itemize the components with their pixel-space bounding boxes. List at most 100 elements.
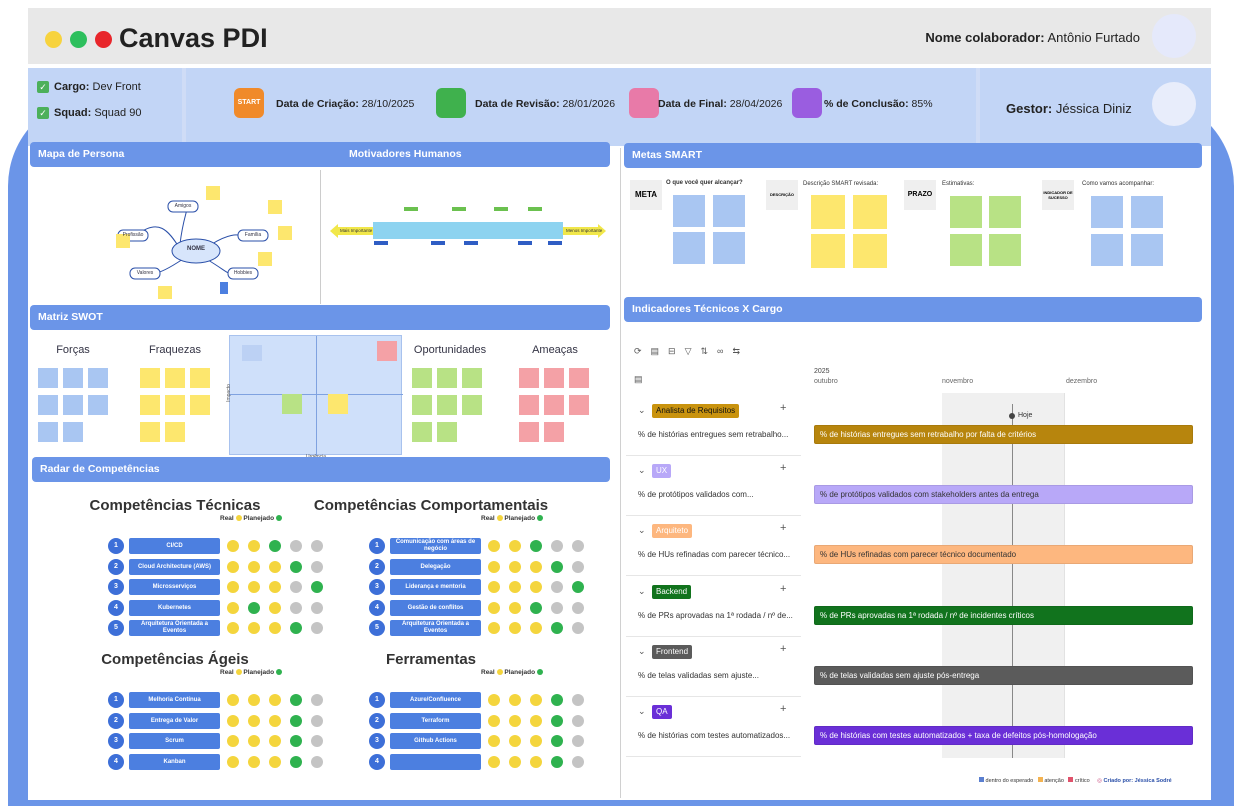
level-dot[interactable]: [530, 581, 542, 593]
level-dot[interactable]: [509, 714, 521, 727]
level-dot[interactable]: [290, 622, 302, 634]
level-dot[interactable]: [572, 755, 584, 768]
level-dot[interactable]: [248, 622, 260, 634]
level-dot[interactable]: [488, 694, 500, 706]
level-dot[interactable]: [551, 581, 563, 593]
level-dot[interactable]: [290, 714, 302, 727]
section-header-radar[interactable]: Radar de Competências: [32, 457, 610, 482]
competency-label[interactable]: Github Actions: [390, 733, 481, 749]
role-badge[interactable]: Backend: [652, 584, 692, 599]
competency-label[interactable]: Scrum: [129, 733, 220, 749]
chevron-down-icon[interactable]: ⌄: [638, 405, 646, 415]
indicator-bar[interactable]: % de histórias com testes automatizados …: [814, 726, 1193, 745]
section-header-indicadores[interactable]: Indicadores Técnicos X Cargo: [624, 297, 1202, 322]
role-badge[interactable]: Frontend: [652, 644, 693, 659]
role-badge[interactable]: UX: [652, 464, 672, 479]
level-dot[interactable]: [311, 735, 323, 747]
level-dot[interactable]: [227, 622, 239, 634]
level-dot[interactable]: [290, 540, 302, 552]
level-dot[interactable]: [509, 735, 521, 747]
competency-label[interactable]: CI/CD: [129, 538, 220, 554]
level-dot[interactable]: [227, 735, 239, 747]
level-dot[interactable]: [311, 581, 323, 593]
competency-label[interactable]: Kubernetes: [129, 599, 220, 616]
section-header-metas[interactable]: Metas SMART: [624, 143, 1202, 168]
level-dot[interactable]: [227, 601, 239, 614]
indicator-bar[interactable]: % de protótipos validados com stakeholde…: [814, 485, 1193, 505]
level-dot[interactable]: [269, 540, 281, 552]
level-dot[interactable]: [488, 601, 500, 614]
level-dot[interactable]: [488, 755, 500, 768]
section-header-swot[interactable]: Matriz SWOT: [30, 305, 610, 330]
level-dot[interactable]: [248, 540, 260, 552]
competency-label[interactable]: Comunicação com áreas de negócio: [390, 538, 481, 554]
level-dot[interactable]: [572, 735, 584, 747]
level-dot[interactable]: [248, 694, 260, 706]
level-dot[interactable]: [530, 694, 542, 706]
level-dot[interactable]: [269, 735, 281, 747]
level-dot[interactable]: [551, 622, 563, 634]
level-dot[interactable]: [248, 714, 260, 727]
level-dot[interactable]: [572, 560, 584, 573]
level-dot[interactable]: [530, 601, 542, 614]
add-icon[interactable]: +: [780, 703, 787, 715]
indicator-bar[interactable]: % de HUs refinadas com parecer técnico d…: [814, 545, 1193, 565]
level-dot[interactable]: [248, 755, 260, 768]
level-dot[interactable]: [248, 601, 260, 614]
level-dot[interactable]: [551, 694, 563, 706]
competency-label[interactable]: [390, 753, 481, 770]
competency-label[interactable]: Delegação: [390, 558, 481, 575]
indicator-bar[interactable]: % de telas validadas sem ajuste pós-entr…: [814, 665, 1193, 685]
competency-label[interactable]: Terraform: [390, 712, 481, 729]
level-dot[interactable]: [530, 560, 542, 573]
level-dot[interactable]: [509, 560, 521, 573]
level-dot[interactable]: [530, 714, 542, 727]
level-dot[interactable]: [290, 581, 302, 593]
competency-label[interactable]: Melhoria Contínua: [129, 692, 220, 708]
level-dot[interactable]: [269, 581, 281, 593]
level-dot[interactable]: [488, 622, 500, 634]
level-dot[interactable]: [290, 694, 302, 706]
level-dot[interactable]: [572, 601, 584, 614]
level-dot[interactable]: [311, 540, 323, 552]
manager-avatar[interactable]: [1152, 82, 1196, 126]
level-dot[interactable]: [269, 560, 281, 573]
level-dot[interactable]: [488, 581, 500, 593]
level-dot[interactable]: [269, 622, 281, 634]
level-dot[interactable]: [227, 540, 239, 552]
level-dot[interactable]: [509, 581, 521, 593]
level-dot[interactable]: [311, 601, 323, 614]
role-badge[interactable]: Analista de Requisitos: [652, 404, 740, 418]
level-dot[interactable]: [488, 735, 500, 747]
chevron-down-icon[interactable]: ⌄: [638, 585, 646, 596]
add-icon[interactable]: +: [780, 462, 787, 475]
add-icon[interactable]: +: [780, 402, 787, 414]
level-dot[interactable]: [290, 755, 302, 768]
role-badge[interactable]: Arquiteto: [652, 524, 693, 539]
level-dot[interactable]: [227, 714, 239, 727]
add-icon[interactable]: +: [780, 582, 787, 595]
competency-label[interactable]: Entrega de Valor: [129, 712, 220, 729]
level-dot[interactable]: [311, 714, 323, 727]
level-dot[interactable]: [509, 755, 521, 768]
chevron-down-icon[interactable]: ⌄: [638, 706, 646, 716]
level-dot[interactable]: [530, 755, 542, 768]
competency-label[interactable]: Microsserviços: [129, 579, 220, 595]
level-dot[interactable]: [530, 540, 542, 552]
competency-label[interactable]: Liderança e mentoria: [390, 579, 481, 595]
chevron-down-icon[interactable]: ⌄: [638, 525, 646, 536]
level-dot[interactable]: [227, 755, 239, 768]
level-dot[interactable]: [269, 714, 281, 727]
level-dot[interactable]: [227, 694, 239, 706]
add-icon[interactable]: +: [780, 642, 787, 655]
level-dot[interactable]: [227, 581, 239, 593]
level-dot[interactable]: [290, 560, 302, 573]
level-dot[interactable]: [269, 755, 281, 768]
collaborator-avatar[interactable]: [1152, 14, 1196, 58]
level-dot[interactable]: [509, 622, 521, 634]
competency-label[interactable]: Cloud Architecture (AWS): [129, 558, 220, 575]
window-dot-yellow[interactable]: [45, 31, 62, 48]
competency-label[interactable]: Arquitetura Orientada a Eventos: [129, 620, 220, 636]
level-dot[interactable]: [269, 694, 281, 706]
add-icon[interactable]: +: [780, 522, 787, 535]
